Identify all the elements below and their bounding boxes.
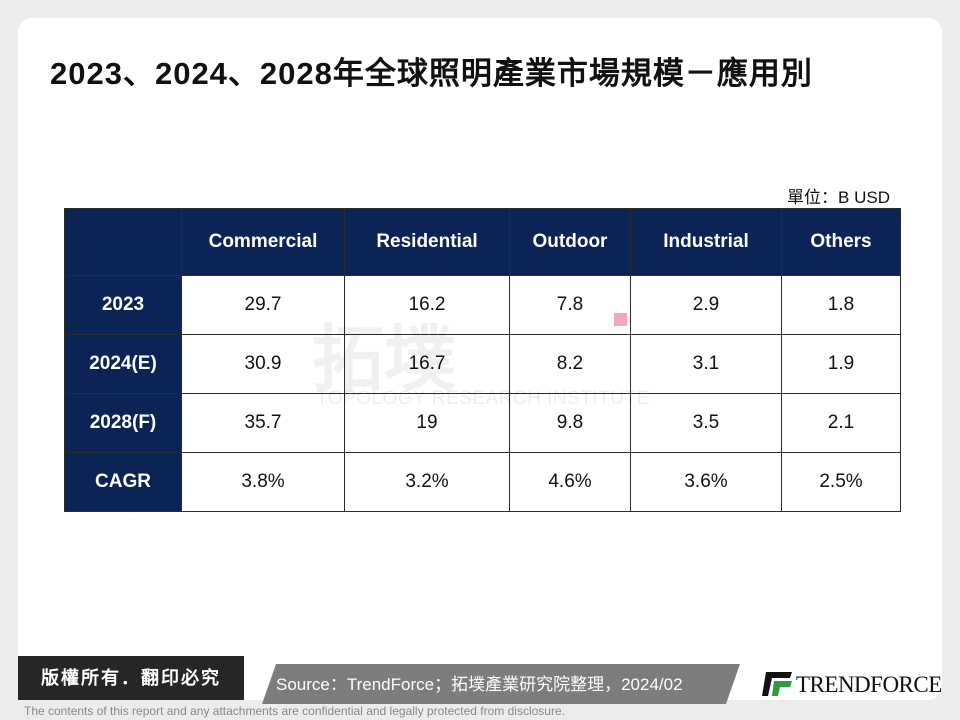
table-row: CAGR 3.8% 3.2% 4.6% 3.6% 2.5% xyxy=(64,452,901,512)
table-cell: 16.7 xyxy=(344,334,510,394)
table-cell: 3.5 xyxy=(630,393,782,453)
source: Source：TrendForce；拓墣產業研究院整理，2024/02 xyxy=(262,664,740,704)
corner-cell xyxy=(64,208,182,276)
table-cell: 35.7 xyxy=(181,393,345,453)
row-label: 2023 xyxy=(64,275,182,335)
table-cell: 1.9 xyxy=(781,334,901,394)
table-row: 2028(F) 35.7 19 9.8 3.5 2.1 xyxy=(64,393,901,453)
logo: TRENDFORCE xyxy=(796,672,942,697)
table-cell: 3.2% xyxy=(344,452,510,512)
column-header: Residential xyxy=(344,208,510,276)
table-cell: 16.2 xyxy=(344,275,510,335)
watermark-subtitle: TOPOLOGY RESEARCH INSTITUTE xyxy=(316,388,650,409)
table-cell: 2.1 xyxy=(781,393,901,453)
table-cell: 1.8 xyxy=(781,275,901,335)
title: 2023、2024、2028年全球照明產業市場規模－應用別 xyxy=(50,56,813,91)
table-cell: 8.2 xyxy=(509,334,631,394)
header-row: Commercial Residential Outdoor Industrial Ot… xyxy=(64,208,901,276)
column-header: Commercial xyxy=(181,208,345,276)
watermark-square xyxy=(614,313,627,326)
table-cell: 2.9 xyxy=(630,275,782,335)
copyright: 版權所有．翻印必究 xyxy=(18,656,244,700)
watermark: 拓墣 xyxy=(312,320,457,400)
table-cell: 3.8% xyxy=(181,452,345,512)
logo-icon xyxy=(762,672,792,696)
table-row: 2024(E) 30.9 16.7 8.2 3.1 1.9 xyxy=(64,334,901,394)
column-header: Others xyxy=(781,208,901,276)
table-body: 2023 29.7 16.2 7.8 2.9 1.8 2024(E) 30.9 16.7 8.2 3… xyxy=(64,275,901,512)
disclaimer: The contents of this report and any atta… xyxy=(24,704,565,718)
column-header: Industrial xyxy=(630,208,782,276)
column-header: Outdoor xyxy=(509,208,631,276)
data-table: Commercial Residential Outdoor Industrial Ot… xyxy=(64,208,901,512)
unit-label: 單位：B USD xyxy=(787,188,890,207)
table-cell: 7.8 xyxy=(509,275,631,335)
table-cell: 19 xyxy=(344,393,510,453)
table-cell: 3.6% xyxy=(630,452,782,512)
row-label: 2024(E) xyxy=(64,334,182,394)
table-cell: 30.9 xyxy=(181,334,345,394)
table-cell: 3.1 xyxy=(630,334,782,394)
table-row: 2023 29.7 16.2 7.8 2.9 1.8 xyxy=(64,275,901,335)
row-label: 2028(F) xyxy=(64,393,182,453)
table-cell: 4.6% xyxy=(509,452,631,512)
table-cell: 2.5% xyxy=(781,452,901,512)
row-label: CAGR xyxy=(64,452,182,512)
